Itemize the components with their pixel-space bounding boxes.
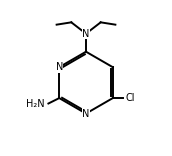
Text: N: N [56, 62, 63, 72]
Text: N: N [82, 29, 90, 39]
Text: H₂N: H₂N [26, 99, 45, 109]
Text: N: N [82, 109, 90, 119]
Text: Cl: Cl [125, 93, 135, 103]
